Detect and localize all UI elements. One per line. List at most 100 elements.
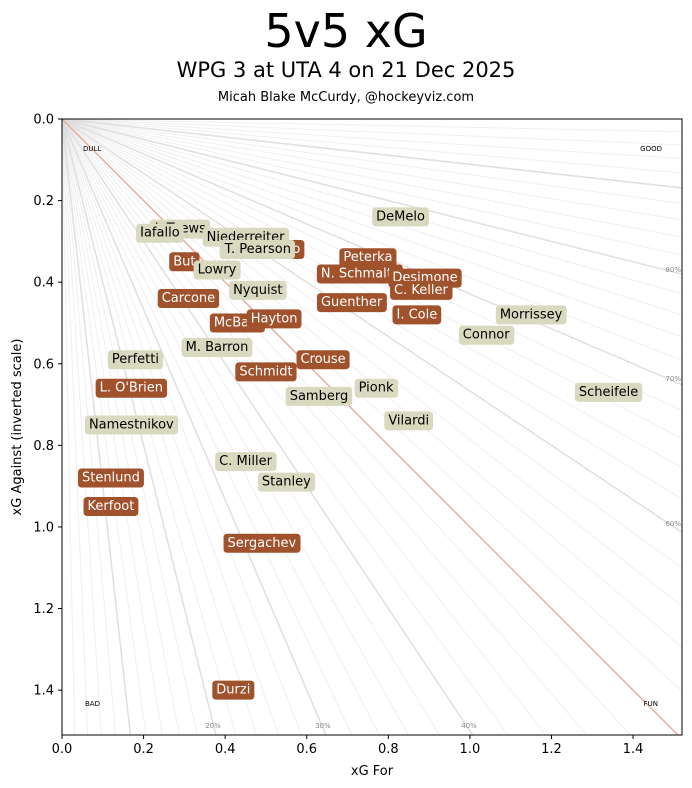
player-name: Durzi [216, 683, 250, 698]
y-tick-label: 1.2 [33, 602, 54, 617]
x-tick-label: 0.2 [133, 742, 154, 757]
ratio-ray [62, 119, 353, 735]
player-label-uta: Sergachev [223, 533, 301, 553]
x-tick-label: 1.2 [541, 742, 562, 757]
player-label-uta: Hayton [246, 309, 302, 329]
ratio-ray [62, 119, 682, 160]
y-tick-label: 0.2 [33, 194, 54, 209]
player-label-box [574, 382, 643, 402]
player-label-uta: N. Schmaltz [316, 264, 403, 284]
player-label-wpg: Scheifele [574, 382, 643, 402]
player-label-wpg: Nyquist [229, 280, 287, 300]
ratio-ray [62, 119, 588, 735]
ratio-ray [62, 119, 682, 238]
percent-label: 80% [665, 266, 681, 274]
player-label-box [458, 325, 515, 345]
ratio-ray [62, 119, 547, 735]
percent-label: 40% [461, 722, 477, 730]
ratio-ray [62, 119, 682, 569]
player-name: But [173, 254, 195, 269]
percent-label: 30% [315, 722, 331, 730]
player-label-box [285, 386, 353, 406]
player-label-wpg: Perfetti [107, 350, 163, 370]
player-name: Carcone [162, 291, 215, 306]
player-label-box [212, 680, 255, 700]
player-name: Hayton [251, 311, 298, 326]
player-label-box [392, 305, 442, 325]
player-name: L. O'Brien [100, 381, 163, 396]
ratio-ray [62, 119, 682, 295]
player-label-uta: Peterka [339, 248, 397, 268]
player-name: C. Keller [394, 283, 448, 298]
ratio-ray [62, 119, 474, 735]
ratio-ray [62, 119, 682, 534]
player-label-uta: Kerfoot [83, 497, 139, 517]
percent-label: 20% [205, 722, 221, 730]
player-label-box [181, 337, 253, 357]
player-label-uta: Crouse [296, 350, 350, 370]
player-label-box [339, 248, 397, 268]
player-label-box [495, 305, 567, 325]
player-label-uta: But [169, 252, 200, 272]
player-label-box [372, 207, 429, 227]
player-name: DeMelo [376, 209, 425, 224]
x-axis-label: xG For [351, 764, 394, 779]
player-label-uta: L. O'Brien [95, 378, 168, 398]
player-name: I. Cole [396, 307, 437, 322]
player-label-uta: Durzi [212, 680, 255, 700]
ratio-ray [62, 119, 682, 361]
player-name: Nyquist [233, 283, 282, 298]
player-name: Stanley [262, 475, 311, 490]
player-name: Crouse [300, 352, 345, 367]
x-tick-label: 0.8 [378, 742, 399, 757]
chart-subtitle: WPG 3 at UTA 4 on 21 Dec 2025 [176, 58, 516, 82]
x-tick-label: 1.4 [623, 742, 644, 757]
ratio-ray [62, 119, 682, 256]
player-label-box [316, 264, 403, 284]
player-name: C. Miller [219, 454, 272, 469]
y-tick-label: 0.8 [33, 439, 54, 454]
player-name: T. Pearson [224, 242, 291, 257]
player-name: Morrissey [500, 307, 563, 322]
player-label-box [229, 280, 287, 300]
player-label-box [157, 288, 220, 308]
player-label-wpg: M. Barron [181, 337, 253, 357]
player-label-uta: Schmidt [235, 362, 297, 382]
player-name: Pionk [359, 381, 394, 396]
player-label-uta: I. Cole [392, 305, 442, 325]
player-name: Vilardi [388, 413, 429, 428]
player-label-wpg: DeMelo [372, 207, 429, 227]
ratio-ray [62, 119, 102, 735]
ratio-ray [62, 119, 682, 174]
ratio-ray [62, 119, 380, 735]
player-name: Sergachev [228, 536, 297, 551]
player-label-box [246, 309, 302, 329]
corner-label-bottom-left: BAD [85, 700, 100, 708]
ratio-ray [62, 119, 682, 275]
player-label-box [107, 350, 163, 370]
y-tick-label: 0.6 [33, 357, 54, 372]
ratio-ray [62, 119, 327, 735]
player-labels: 20%30%40%60%70%80%DULLGOODBADFUNMarinoBu… [77, 145, 681, 730]
player-label-box [316, 293, 387, 313]
ratio-ray [62, 119, 682, 146]
ratio-ray [62, 119, 302, 735]
ratio-ray [62, 119, 89, 735]
player-label-wpg: T. Pearson [219, 240, 295, 260]
player-name: Kerfoot [88, 499, 135, 514]
player-label-box [136, 223, 184, 243]
ratio-ray [62, 119, 682, 607]
player-name: Scheifele [579, 385, 638, 400]
ratio-ray [62, 119, 682, 338]
x-tick-label: 0.6 [296, 742, 317, 757]
player-label-wpg: Namestnikov [84, 415, 179, 435]
player-label-wpg: Samberg [285, 386, 353, 406]
player-label-wpg: Pionk [354, 378, 398, 398]
axes: 0.0 0.2 0.4 0.6 0.8 1.0 1.2 1.4 0.0 0.2 0.4 0.6 0.8 1… [10, 113, 683, 779]
corner-label-top-left: DULL [83, 145, 101, 153]
player-name: Stenlund [82, 470, 140, 485]
player-label-box [223, 533, 301, 553]
y-tick-label: 0.4 [33, 276, 54, 291]
player-name: Peterka [343, 250, 392, 265]
player-label-box [354, 378, 398, 398]
